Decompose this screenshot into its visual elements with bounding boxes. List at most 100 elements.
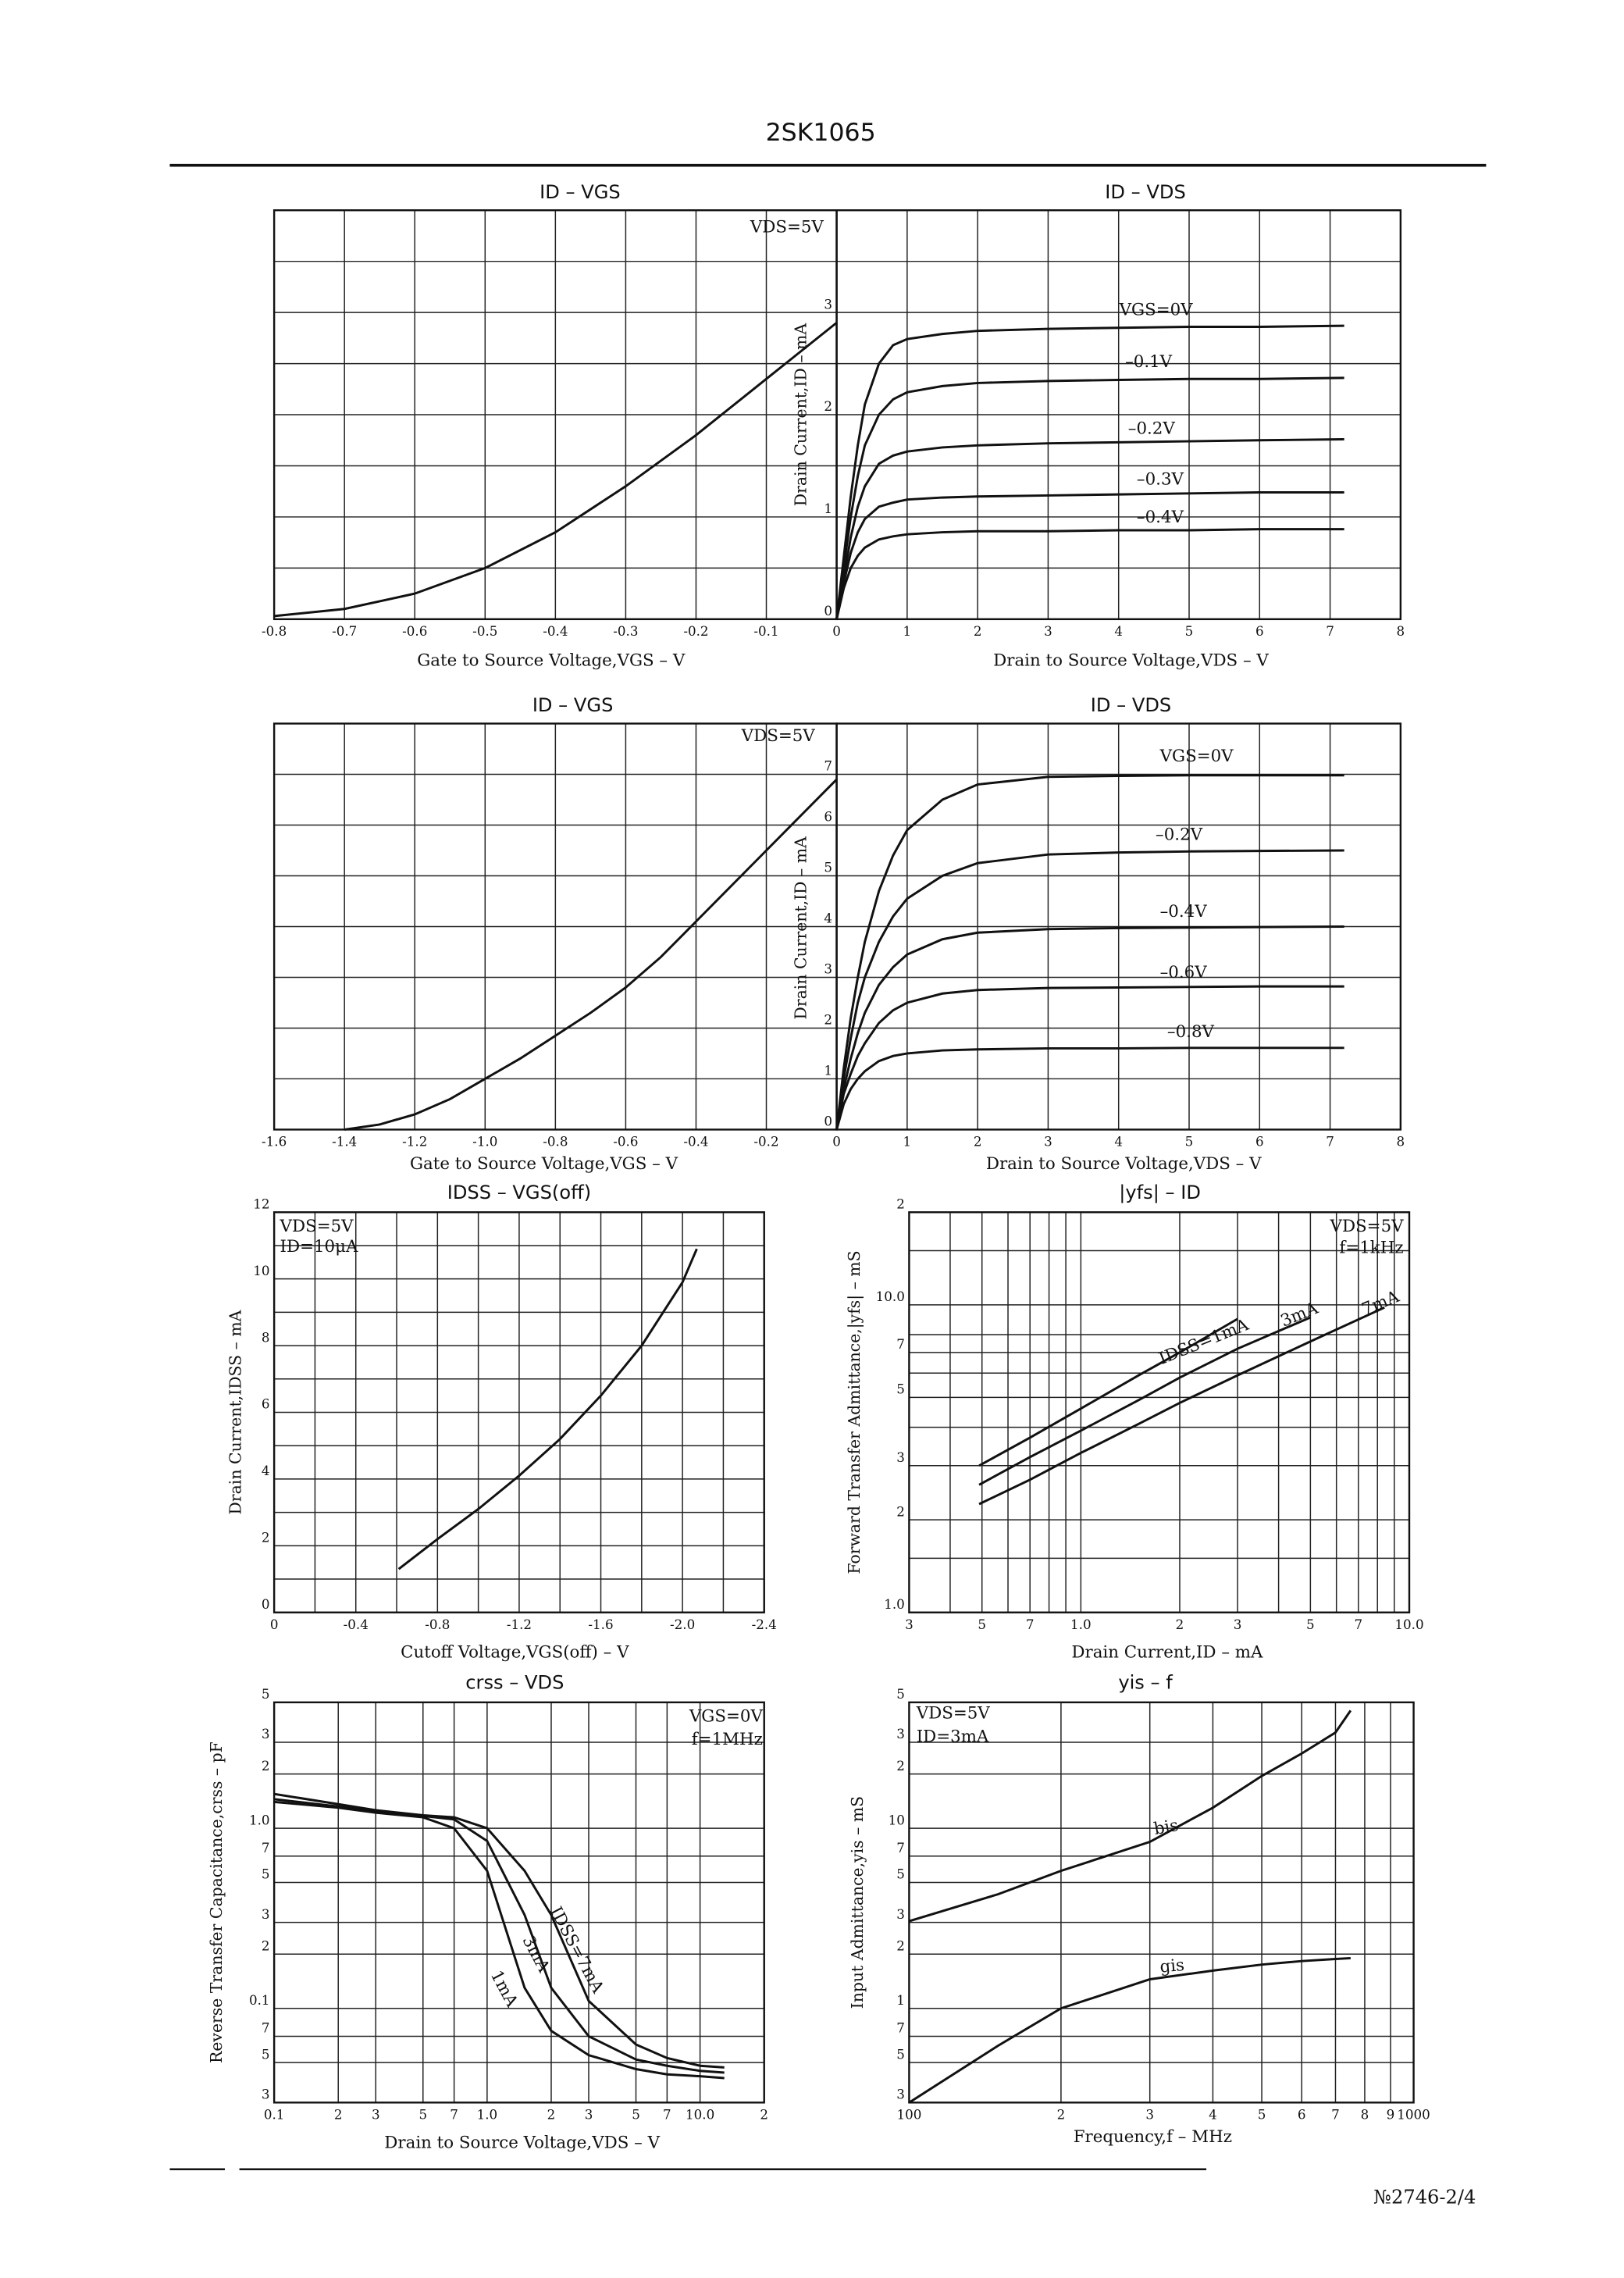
- y-tick-label: 5: [262, 1866, 270, 1882]
- data-curve: [835, 437, 1344, 620]
- data-curve: [908, 1956, 1351, 2104]
- chart-title: ID – VGS: [540, 181, 621, 203]
- y-tick-label: 2: [896, 1938, 905, 1954]
- x-axis-label: Gate to Source Voltage,VGS – V: [417, 651, 686, 671]
- x-tick-label: -1.6: [262, 1134, 287, 1150]
- x-axis-label: Drain to Source Voltage,VDS – V: [993, 651, 1269, 671]
- x-tick-label: -0.3: [613, 623, 638, 639]
- plot-frame: [835, 722, 1402, 1131]
- y-tick-label: 7: [896, 2020, 905, 2036]
- x-axis-label: Cutoff Voltage,VGS(off) – V: [401, 1643, 629, 1663]
- x-tick-label: -0.2: [753, 1134, 778, 1150]
- data-curve: [835, 925, 1344, 1130]
- x-tick-label: 4: [1114, 1134, 1123, 1150]
- annotation: f=1MHz: [692, 1730, 763, 1749]
- x-axis-label: Frequency,f – MHz: [1074, 2127, 1232, 2147]
- data-curve: [274, 1800, 725, 2080]
- x-tick-label: 3: [1044, 1134, 1052, 1150]
- x-tick-label: 2: [1057, 2107, 1066, 2123]
- y-tick-label: 2: [824, 398, 832, 414]
- x-tick-label: 2: [974, 1134, 982, 1150]
- y-tick-label: 7: [824, 758, 832, 774]
- data-curve: [835, 774, 1344, 1130]
- x-tick-label: -0.4: [344, 1617, 369, 1632]
- x-axis-label: Drain to Source Voltage,VDS – V: [384, 2133, 660, 2152]
- chart-title: yis – f: [1118, 1672, 1173, 1694]
- y-axis-label: Drain Current,IDSS – mA: [226, 1310, 244, 1514]
- part-number: 2SK1065: [766, 119, 876, 147]
- plot-frame: [908, 1701, 1415, 2104]
- data-curve: [835, 1046, 1344, 1130]
- x-tick-label: -0.2: [683, 623, 708, 639]
- x-tick-label: -1.6: [588, 1617, 613, 1632]
- annotation: VDS=5V: [741, 726, 816, 746]
- x-tick-label: 2: [334, 2107, 343, 2123]
- x-tick-label: -1.0: [472, 1134, 497, 1150]
- x-tick-label: 7: [663, 2107, 671, 2123]
- y-tick-label: 5: [824, 860, 832, 875]
- x-tick-label: 100: [896, 2107, 921, 2123]
- data-curve: [397, 1248, 698, 1570]
- x-tick-label: 7: [1326, 623, 1334, 639]
- y-tick-label: 2: [896, 1196, 905, 1211]
- curve-label: –0.2V: [1128, 419, 1176, 439]
- chart-title: ID – VDS: [1091, 694, 1172, 716]
- annotation: f=1kHz: [1339, 1239, 1403, 1258]
- x-tick-label: -0.6: [613, 1134, 638, 1150]
- annotation: VDS=5V: [916, 1704, 991, 1724]
- x-tick-label: -1.2: [402, 1134, 427, 1150]
- y-axis-label: Reverse Transfer Capacitance,crss – pF: [207, 1741, 226, 2063]
- x-tick-label: 7: [450, 2107, 458, 2123]
- x-tick-label: 5: [418, 2107, 427, 2123]
- y-tick-label: 6: [824, 809, 832, 825]
- y-tick-label: 0: [262, 1596, 270, 1612]
- x-tick-label: 2: [547, 2107, 556, 2123]
- curve-label: 1mA: [486, 1967, 522, 2011]
- x-tick-label: 3: [372, 2107, 380, 2123]
- y-tick-label: 3: [824, 296, 832, 312]
- y-tick-label: 2: [824, 1012, 832, 1028]
- chart-title: ID – VGS: [532, 694, 614, 716]
- x-tick-label: 5: [1185, 623, 1194, 639]
- y-tick-label: 10: [889, 1812, 905, 1827]
- data-curve: [835, 324, 1344, 620]
- data-curve: [978, 1317, 1238, 1467]
- y-tick-label: 5: [262, 1686, 270, 1702]
- x-tick-label: -0.6: [402, 623, 427, 639]
- x-tick-label: 0.1: [264, 2107, 285, 2123]
- y-tick-label: 0.1: [249, 1992, 270, 2008]
- x-tick-label: 3: [1234, 1617, 1242, 1632]
- x-tick-label: 4: [1114, 623, 1123, 639]
- y-tick-label: 7: [262, 1840, 270, 1856]
- data-curve: [273, 1792, 725, 2069]
- x-tick-label: 2: [974, 623, 982, 639]
- curve-label: VGS=0V: [1159, 747, 1234, 766]
- y-tick-label: 10: [253, 1263, 269, 1278]
- page-number: №2746-2/4: [1373, 2186, 1476, 2208]
- y-tick-label: 5: [896, 1686, 905, 1702]
- y-tick-label: 3: [896, 1906, 905, 1922]
- y-tick-label: 0: [824, 1114, 832, 1129]
- x-tick-label: 7: [1355, 1617, 1363, 1632]
- data-curve: [835, 491, 1344, 620]
- y-tick-label: 0: [824, 603, 832, 619]
- plot-frame: [835, 209, 1402, 621]
- y-tick-label: 5: [896, 2046, 905, 2062]
- curve-label: –0.1V: [1125, 352, 1173, 372]
- annotation: ID=3mA: [917, 1727, 989, 1746]
- data-curve: [835, 985, 1344, 1130]
- data-curve: [835, 849, 1344, 1130]
- x-tick-label: -0.7: [332, 623, 357, 639]
- x-tick-label: -0.8: [425, 1617, 450, 1632]
- curve-label: gis: [1159, 1955, 1185, 1977]
- x-tick-label: 6: [1298, 2107, 1306, 2123]
- x-tick-label: 1.0: [1070, 1617, 1092, 1632]
- x-tick-label: 5: [1258, 2107, 1266, 2123]
- annotation: VDS=5V: [280, 1217, 354, 1236]
- curve-label: bis: [1152, 1816, 1180, 1839]
- y-tick-label: 12: [253, 1196, 269, 1211]
- y-tick-label: 2: [896, 1503, 905, 1519]
- curve-label: –0.3V: [1137, 470, 1184, 490]
- x-tick-label: -0.4: [683, 1134, 708, 1150]
- x-tick-label: 2: [760, 2107, 768, 2123]
